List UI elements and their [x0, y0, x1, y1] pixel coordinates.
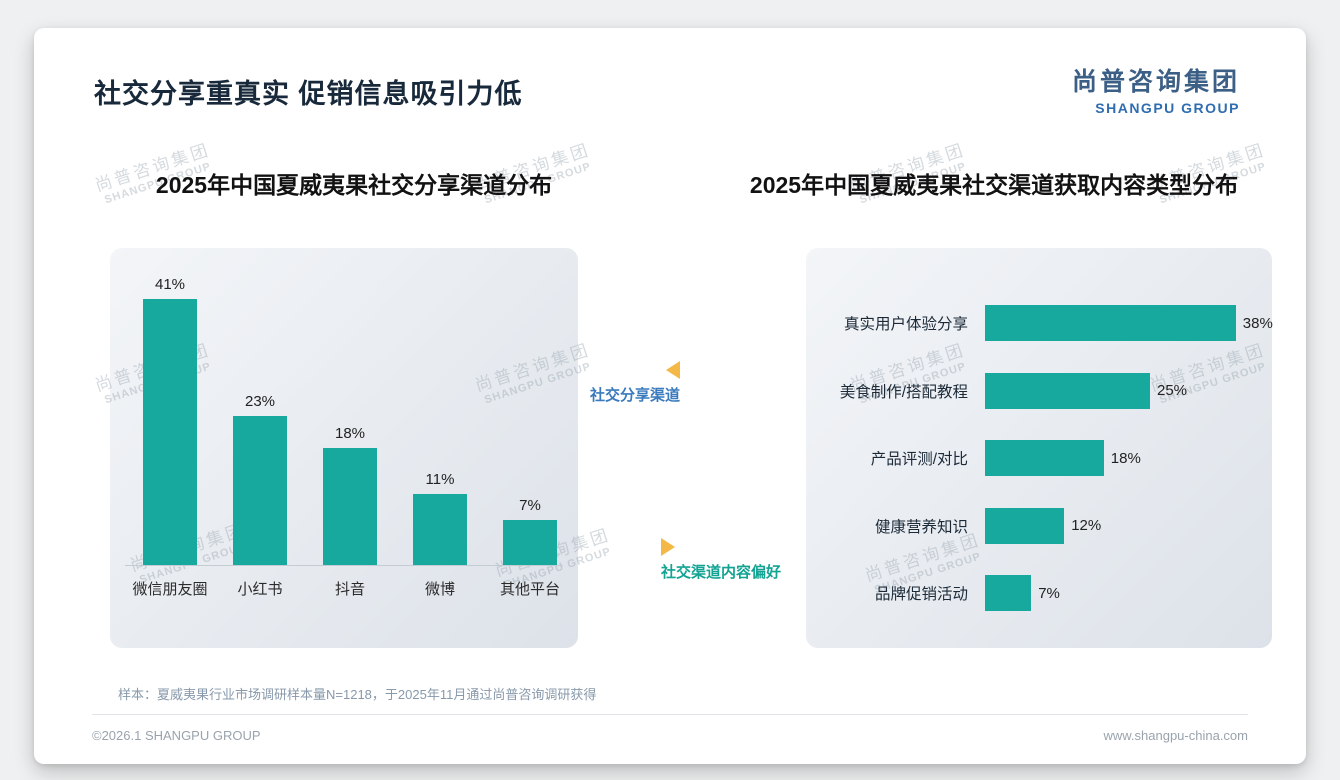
logo-english-text: SHANGPU GROUP — [1095, 100, 1240, 116]
category-label: 微信朋友圈 — [132, 581, 208, 598]
category-label: 产品评测/对比 — [870, 451, 968, 468]
bar — [985, 507, 1065, 544]
sample-note: 样本：夏威夷果行业市场调研样本量N=1218，于2025年11月通过尚普咨询调研… — [118, 687, 597, 702]
bar — [143, 298, 197, 565]
bar — [233, 415, 287, 565]
right-chart-panel: 真实用户体验分享 38% 美食制作/搭配教程 25% 产品评测/对比 18% 健康营养知识 1… — [806, 248, 1273, 648]
slide: 社交分享重真实 促销信息吸引力低 尚普咨询集团 SHANGPU GROUP 尚普… — [34, 28, 1306, 764]
bar-row: 健康营养知识 12% — [826, 507, 1266, 544]
bar-row: 真实用户体验分享 38% — [826, 305, 1273, 341]
bar-value-label: 25% — [1157, 382, 1188, 399]
bar-value-label: 7% — [1038, 584, 1060, 602]
bar — [323, 448, 377, 565]
bar-value-label: 7% — [519, 496, 541, 514]
bar-value-label: 23% — [244, 392, 276, 410]
bar-column: 18% — [305, 425, 395, 565]
triangle-left-icon — [666, 361, 680, 379]
bar — [985, 575, 1032, 611]
vertical-bar-chart: 41% 23% 18% 11% 7% — [125, 248, 575, 565]
bar-value-label: 18% — [334, 425, 366, 442]
annotation-content-preference: 社交渠道内容偏好 — [661, 538, 781, 582]
category-label: 品牌促销活动 — [874, 586, 968, 603]
page-title: 社交分享重真实 促销信息吸引力低 — [94, 79, 523, 109]
annotation-share-channels: 社交分享渠道 — [590, 361, 680, 405]
bar — [985, 305, 1236, 341]
company-logo: 尚普咨询集团 SHANGPU GROUP — [1072, 62, 1240, 116]
bar — [503, 519, 557, 565]
category-label: 真实用户体验分享 — [843, 316, 968, 333]
bar-column: 23% — [215, 392, 305, 565]
bar — [985, 440, 1104, 476]
bar-value-label: 12% — [1071, 517, 1102, 534]
right-chart-title: 2025年中国夏威夷果社交渠道获取内容类型分布 — [749, 172, 1239, 198]
vertical-chart-categories: 微信朋友圈 小红书 抖音 微博 其他平台 — [125, 578, 575, 599]
x-axis-line — [125, 565, 563, 566]
annotation-content-preference-label: 社交渠道内容偏好 — [661, 564, 782, 581]
category-label: 小红书 — [237, 581, 283, 598]
bar-row: 产品评测/对比 18% — [826, 440, 1266, 476]
bar-value-label: 41% — [154, 275, 186, 293]
category-label: 其他平台 — [499, 581, 560, 598]
footer-website: www.shangpu-china.com — [1103, 728, 1248, 743]
bar-value-label: 38% — [1242, 314, 1273, 332]
bar-column: 11% — [395, 470, 485, 565]
bar-value-label: 11% — [425, 470, 455, 488]
bar-column: 7% — [485, 496, 575, 565]
category-label: 微博 — [424, 581, 455, 598]
bar-row: 美食制作/搭配教程 25% — [826, 372, 1266, 409]
triangle-right-icon — [661, 538, 675, 556]
logo-chinese-text: 尚普咨询集团 — [1071, 68, 1240, 96]
footer-divider — [92, 714, 1248, 715]
bar — [413, 493, 467, 565]
bar-column: 41% — [125, 275, 215, 565]
footer-copyright: ©2026.1 SHANGPU GROUP — [92, 728, 261, 743]
bar-row: 品牌促销活动 7% — [826, 575, 1266, 611]
bar-value-label: 18% — [1110, 449, 1141, 467]
category-label: 抖音 — [334, 581, 365, 598]
left-chart-title: 2025年中国夏威夷果社交分享渠道分布 — [155, 172, 553, 198]
category-label: 美食制作/搭配教程 — [839, 383, 968, 401]
bar — [985, 372, 1150, 409]
horizontal-bar-chart: 真实用户体验分享 38% 美食制作/搭配教程 25% 产品评测/对比 18% 健康营养知识 1… — [806, 248, 1273, 648]
category-label: 健康营养知识 — [874, 518, 968, 536]
annotation-share-channels-label: 社交分享渠道 — [590, 387, 681, 404]
left-chart-panel: 41% 23% 18% 11% 7% 微信朋友圈 小红书 抖音 微博 其他平台 — [110, 248, 578, 648]
